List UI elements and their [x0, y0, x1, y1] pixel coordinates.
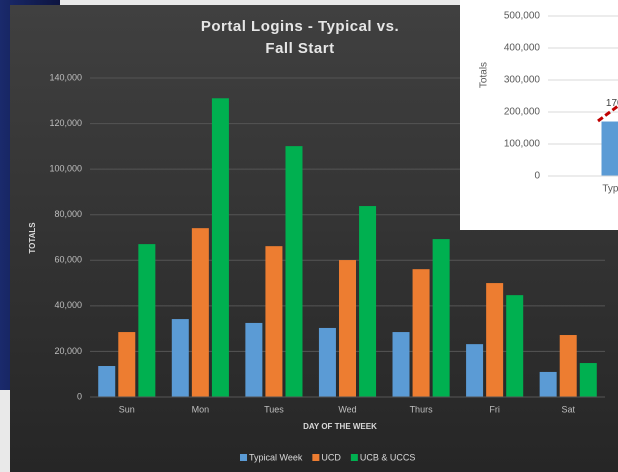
bar: [486, 283, 504, 397]
inset-chart-background: [460, 0, 618, 230]
bar: [211, 98, 229, 397]
bar: [539, 371, 557, 397]
inset-plot: 0 100,000 200,000 300,000 400,000 500,000 Typi…: [504, 11, 618, 195]
bar: [265, 246, 283, 397]
bar: [339, 260, 356, 397]
bar: [318, 327, 336, 397]
bar: [359, 206, 377, 397]
x-axis-label: DAY OF THE WEEK: [303, 422, 377, 431]
bar: [601, 121, 618, 176]
y-tick-label: 300,000: [504, 75, 541, 86]
x-tick-label: Sat: [561, 404, 575, 414]
bar: [98, 366, 116, 397]
legend-swatch: [350, 454, 358, 461]
bar: [191, 228, 209, 397]
y-axis-label: TOTALS: [28, 222, 37, 254]
bar: [138, 244, 156, 397]
chart-title: Portal Logins - Typical vs. Fall Start: [200, 18, 400, 57]
inset-y-axis-label: Totals: [479, 62, 490, 88]
x-tick-label: Fri: [489, 404, 500, 414]
legend-label: UCD: [321, 452, 341, 462]
y-tick-label: 60,000: [54, 255, 82, 265]
y-tick-label: 120,000: [49, 118, 82, 128]
x-tick-label: Tues: [264, 404, 284, 414]
legend-swatch: [240, 454, 247, 461]
bar: [245, 322, 263, 397]
bar: [559, 335, 577, 397]
bar: [412, 269, 430, 397]
x-tick-label: Wed: [338, 404, 356, 414]
bar: [506, 295, 524, 397]
bar: [392, 332, 410, 397]
legend: Typical Week UCD UCB & UCCS: [240, 452, 415, 462]
y-tick-label: 200,000: [504, 107, 541, 118]
value-label: 170,231: [606, 98, 618, 109]
y-tick-label: 100,000: [504, 139, 541, 150]
bar: [432, 239, 450, 397]
y-tick-label: 20,000: [54, 346, 82, 356]
y-tick-label: 0: [77, 391, 82, 401]
legend-swatch: [312, 454, 320, 461]
bar: [118, 332, 136, 397]
x-tick-label: Sun: [119, 404, 135, 414]
x-tick-label: Typical W: [602, 184, 618, 195]
legend-label: UCB & UCCS: [360, 452, 416, 462]
y-tick-label: 500,000: [504, 11, 541, 22]
y-tick-label: 80,000: [54, 209, 82, 219]
bar: [171, 319, 189, 397]
y-tick-label: 100,000: [49, 164, 82, 174]
x-tick-label: Thurs: [410, 404, 434, 414]
bar: [579, 363, 597, 397]
x-tick-label: Mon: [192, 404, 210, 414]
y-tick-label: 400,000: [504, 43, 541, 54]
y-tick-label: 40,000: [54, 300, 82, 310]
inset-trend-line: [597, 104, 618, 123]
y-tick-label: 140,000: [49, 72, 82, 82]
y-tick-label: 0: [534, 171, 540, 182]
bar: [285, 146, 303, 397]
bar: [466, 344, 484, 397]
legend-label: Typical Week: [249, 452, 303, 462]
